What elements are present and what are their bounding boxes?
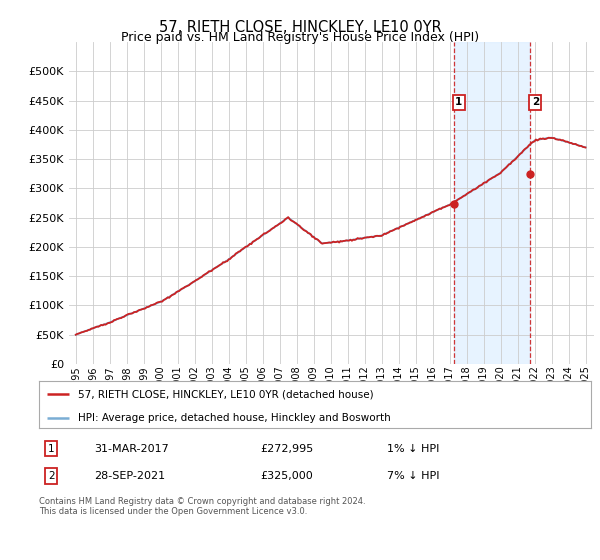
Text: 57, RIETH CLOSE, HINCKLEY, LE10 0YR: 57, RIETH CLOSE, HINCKLEY, LE10 0YR	[158, 20, 442, 35]
Text: Contains HM Land Registry data © Crown copyright and database right 2024.
This d: Contains HM Land Registry data © Crown c…	[39, 497, 365, 516]
Text: £272,995: £272,995	[260, 444, 313, 454]
Text: 2: 2	[48, 472, 55, 482]
Text: 28-SEP-2021: 28-SEP-2021	[94, 472, 166, 482]
Text: 1% ↓ HPI: 1% ↓ HPI	[387, 444, 439, 454]
Text: 7% ↓ HPI: 7% ↓ HPI	[387, 472, 439, 482]
Bar	[454, 42, 530, 364]
Text: 1: 1	[455, 97, 463, 108]
Text: 2: 2	[532, 97, 539, 108]
Point	[526, 169, 535, 178]
Text: 57, RIETH CLOSE, HINCKLEY, LE10 0YR (detached house): 57, RIETH CLOSE, HINCKLEY, LE10 0YR (det…	[77, 389, 373, 399]
Text: HPI: Average price, detached house, Hinckley and Bosworth: HPI: Average price, detached house, Hinc…	[77, 413, 391, 423]
Text: 31-MAR-2017: 31-MAR-2017	[94, 444, 169, 454]
Text: 1: 1	[48, 444, 55, 454]
Point	[449, 200, 458, 209]
Text: £325,000: £325,000	[260, 472, 313, 482]
Text: Price paid vs. HM Land Registry's House Price Index (HPI): Price paid vs. HM Land Registry's House …	[121, 31, 479, 44]
